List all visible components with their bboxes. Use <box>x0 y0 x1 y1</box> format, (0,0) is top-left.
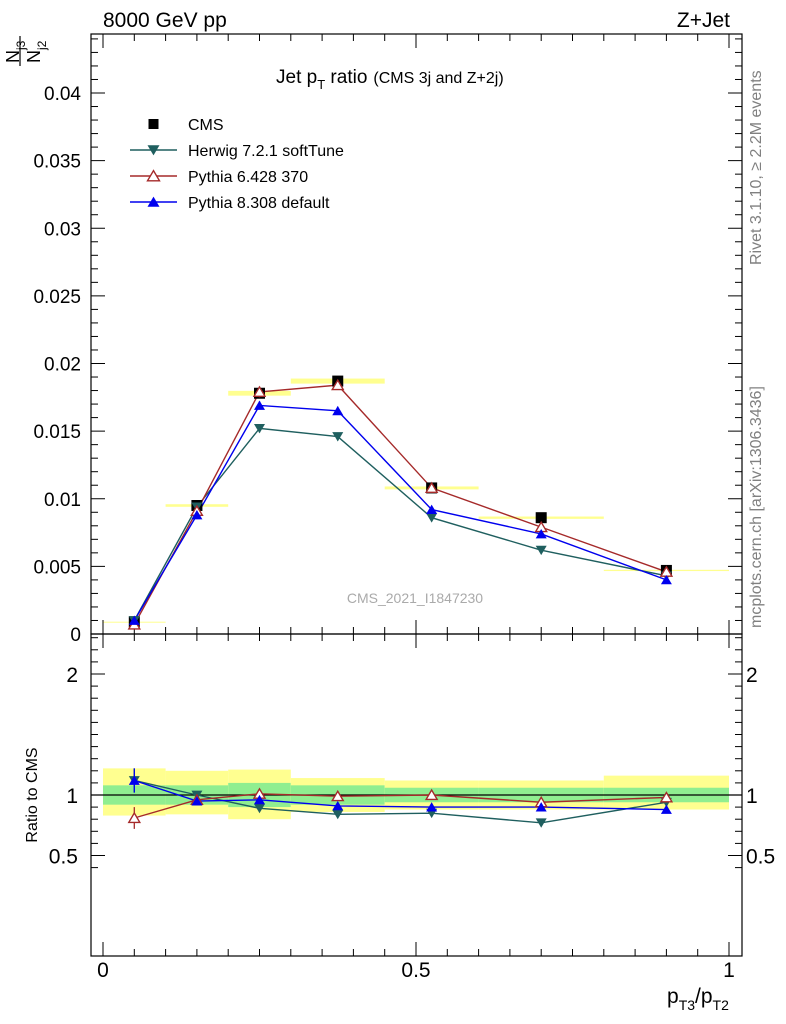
header-channel: Z+Jet <box>677 9 730 32</box>
main-point-pythia8 <box>254 400 265 410</box>
legend-item-herwig: Herwig 7.2.1 softTune <box>130 143 344 160</box>
rivet-label: Rivet 3.1.10, ≥ 2.2M events <box>748 70 765 265</box>
main-point-pythia8 <box>191 510 203 520</box>
ratio-y-tick-label-right: 0.5 <box>746 846 775 869</box>
legend-label: Herwig 7.2.1 softTune <box>188 143 344 160</box>
y-tick-label: 0 <box>70 625 81 646</box>
ratio-point-herwig <box>535 818 547 828</box>
legend-label: Pythia 6.428 370 <box>188 169 308 186</box>
ratio-point-pythia6 <box>127 811 142 824</box>
ratio-y-tick-label-left: 1 <box>66 785 78 808</box>
x-tick-label: 0 <box>97 959 109 982</box>
legend-marker-cms <box>148 119 159 129</box>
main-y-label: Nj3 Nj2 <box>3 36 49 66</box>
x-tick-label: 0.5 <box>401 959 430 982</box>
main-point-herwig <box>426 513 438 523</box>
y-tick-label: 0.02 <box>44 355 81 376</box>
ratio-point-pythia6 <box>424 788 439 801</box>
y-label-numerator-sub: j3 <box>14 40 28 51</box>
main-point-pythia6 <box>331 378 345 391</box>
main-point-cms <box>535 512 547 524</box>
y-label-denominator-sub: j2 <box>35 40 49 51</box>
header-process: 8000 GeV pp <box>103 9 227 32</box>
ratio-point-pythia6 <box>331 789 345 802</box>
ratio-point-pythia8 <box>191 796 203 806</box>
main-point-pythia6 <box>424 481 439 494</box>
ratio-y-tick-label-left: 0.5 <box>49 846 78 869</box>
legend-item-pythia6: Pythia 6.428 370 <box>130 169 308 186</box>
ratio-point-herwig <box>254 803 265 814</box>
main-point-pythia8 <box>660 574 672 585</box>
y-tick-label: 0.025 <box>33 287 81 308</box>
main-point-pythia8 <box>332 405 344 416</box>
legend-marker-pythia8 <box>147 196 160 207</box>
analysis-watermark: CMS_2021_I1847230 <box>347 590 483 606</box>
legend-marker-pythia6 <box>146 169 161 182</box>
ratio-point-pythia6 <box>659 791 674 803</box>
main-point-pythia8 <box>535 528 547 539</box>
y-label-numerator: N <box>3 50 23 63</box>
x-axis-label: pT3/pT2 <box>667 985 729 1013</box>
ratio-y-label: Ratio to CMS <box>24 747 41 842</box>
main-point-pythia8 <box>426 504 438 514</box>
main-point-pythia6 <box>252 385 267 398</box>
y-tick-label: 0.035 <box>33 152 81 173</box>
legend-item-pythia8: Pythia 8.308 default <box>130 195 330 212</box>
legend-label: CMS <box>188 117 224 134</box>
main-line-pythia8 <box>133 404 667 621</box>
y-tick-label: 0.015 <box>33 422 81 443</box>
ratio-y-tick-label-right: 1 <box>746 785 758 808</box>
ratio-point-pythia8 <box>128 775 140 785</box>
mcplots-label: mcplots.cern.ch [arXiv:1306.3436] <box>748 386 765 628</box>
ratio-point-herwig <box>332 809 344 820</box>
svg-text:Nj2: Nj2 <box>24 40 49 63</box>
ratio-point-pythia8 <box>332 800 344 811</box>
y-tick-label: 0.01 <box>44 490 81 511</box>
y-tick-label: 0.005 <box>33 557 81 578</box>
svg-text:Nj3: Nj3 <box>3 40 28 63</box>
y-tick-label: 0.04 <box>44 84 81 105</box>
ratio-point-pythia8 <box>426 802 438 812</box>
legend: CMS Herwig 7.2.1 softTune Pythia 6.428 370… <box>130 117 344 212</box>
ratio-point-pythia8 <box>254 794 265 805</box>
legend-item-cms: CMS <box>148 117 224 134</box>
y-tick-label: 0.03 <box>44 219 81 240</box>
legend-label: Pythia 8.308 default <box>188 195 330 212</box>
chart-title: Jet pT ratio (CMS 3j and Z+2j) <box>276 67 504 92</box>
main-point-herwig <box>535 545 547 556</box>
legend-marker-herwig <box>147 145 160 156</box>
ratio-y-tick-label-left: 2 <box>66 664 78 687</box>
main-point-herwig <box>332 432 344 442</box>
ratio-y-tick-label-right: 2 <box>746 664 758 687</box>
y-label-denominator: N <box>24 50 44 63</box>
ratio-point-pythia8 <box>660 804 672 814</box>
main-point-pythia8 <box>128 615 140 625</box>
main-point-herwig <box>254 424 265 434</box>
x-tick-label: 1 <box>723 959 735 982</box>
ratio-point-pythia8 <box>535 802 547 812</box>
